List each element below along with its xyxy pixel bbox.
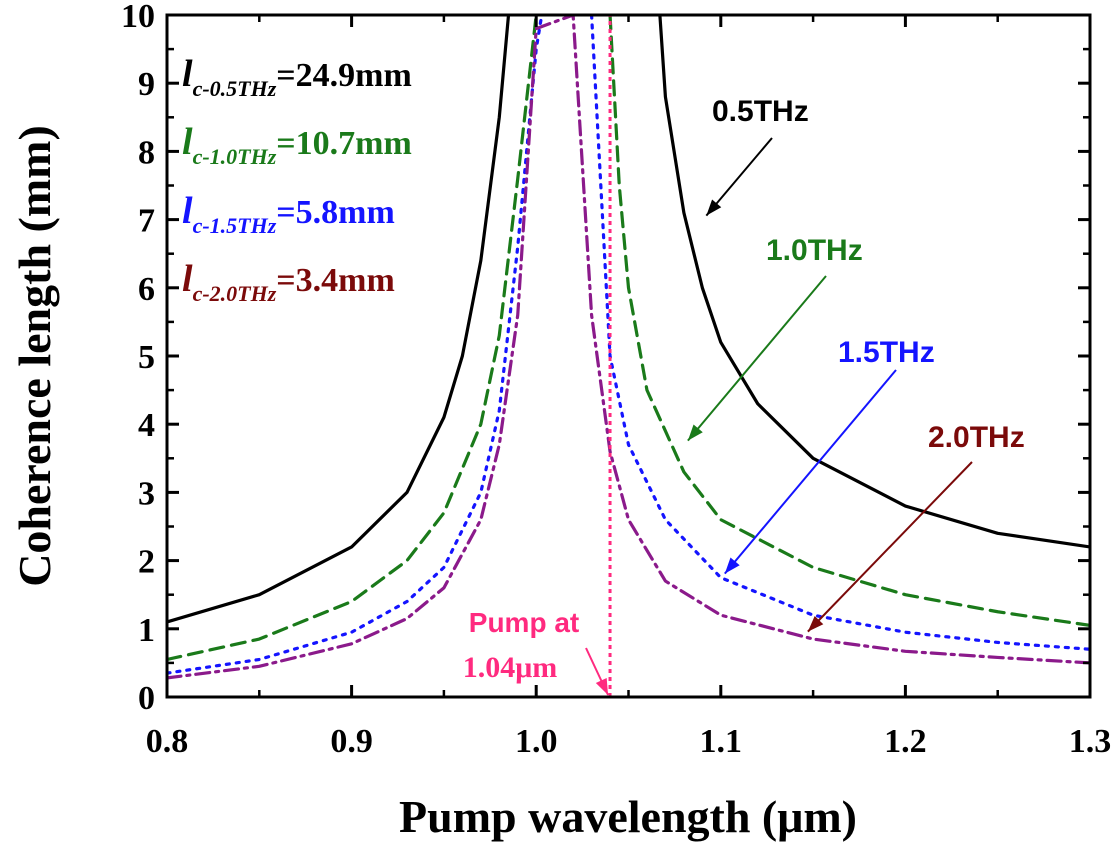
coherence-label-sub: c-0.5THz: [193, 76, 277, 101]
y-axis-label: Coherence length (mm): [9, 125, 60, 587]
coherence-label-base: l: [182, 121, 193, 163]
y-tick-label: 6: [138, 271, 155, 308]
coherence-label-value: =24.9mm: [276, 57, 412, 94]
pump-annotation-line2: 1.04μm: [463, 651, 558, 684]
annotation-arrow-1p5thz: [724, 369, 897, 575]
series-line-1p0thz: [167, 15, 1090, 662]
series-line-0p5thz: [167, 15, 1090, 624]
annotation-0p5thz: 0.5THz: [712, 95, 809, 128]
plot-frame: [165, 13, 1092, 699]
annotation-arrow-1p0thz: [687, 275, 827, 442]
series-line-2p0thz: [167, 15, 1090, 680]
coherence-label-sub: c-1.0THz: [193, 144, 277, 169]
x-tick-label: 0.8: [146, 723, 189, 760]
x-tick-label: 0.9: [330, 723, 373, 760]
annotation-layer: 0.5THz 1.0THz 1.5THz 2.0THz Pump at 1.04…: [463, 95, 1025, 696]
coherence-label-base: l: [182, 53, 193, 95]
y-tick-label: 4: [138, 407, 155, 444]
coherence-label-1p5: lc-1.5THz=5.8mm: [182, 190, 395, 238]
annotation-arrow-1p0thz-head: [687, 424, 703, 441]
annotation-arrow-0p5thz: [705, 137, 773, 217]
coherence-label-base: l: [182, 258, 193, 300]
coherence-label-1p0: lc-1.0THz=10.7mm: [182, 121, 412, 169]
ticks-layer: 0.8 0.9 1.0 1.1 1.2 1.3 0 1 2 3 4 5 6 7 8 9 10: [121, 0, 1111, 760]
annotation-arrow-0p5thz-head: [706, 199, 722, 216]
pump-annotation-arrow-head: [595, 677, 609, 695]
coherence-label-block: lc-0.5THz=24.9mm lc-1.0THz=10.7mm lc-1.5…: [182, 53, 412, 306]
y-tick-label: 3: [138, 475, 155, 512]
coherence-label-2p0: lc-2.0THz=3.4mm: [182, 258, 395, 306]
x-tick-label: 1.1: [700, 723, 743, 760]
annotation-arrow-2p0thz-head: [807, 615, 824, 632]
annotation-arrow-2p0thz: [807, 461, 973, 633]
series-layer: [167, 15, 1090, 680]
x-tick-label: 1.3: [1069, 723, 1112, 760]
y-tick-label: 8: [138, 134, 155, 171]
pump-annotation-line1: Pump at: [469, 607, 579, 638]
coherence-label-value: =3.4mm: [276, 262, 395, 299]
x-tick-label: 1.2: [884, 723, 927, 760]
series-line-1p5thz: [167, 15, 1090, 675]
y-tick-label: 10: [121, 0, 155, 35]
annotation-arrow-1p5thz-head: [724, 557, 740, 574]
coherence-label-value: =5.8mm: [276, 194, 395, 231]
y-tick-label: 2: [138, 544, 155, 581]
y-tick-label: 9: [138, 66, 155, 103]
y-tick-label: 1: [138, 612, 155, 649]
annotation-1p5thz: 1.5THz: [838, 336, 935, 369]
coherence-label-sub: c-1.5THz: [193, 213, 277, 238]
y-tick-label: 7: [138, 203, 155, 240]
coherence-label-0p5: lc-0.5THz=24.9mm: [182, 53, 412, 101]
y-tick-label: 0: [138, 680, 155, 717]
y-tick-label: 5: [138, 339, 155, 376]
x-axis-label: Pump wavelength (μm): [399, 791, 857, 842]
coherence-label-base: l: [182, 190, 193, 232]
x-tick-label: 1.0: [515, 723, 558, 760]
coherence-label-value: =10.7mm: [276, 125, 412, 162]
annotation-2p0thz: 2.0THz: [928, 421, 1025, 454]
coherence-label-sub: c-2.0THz: [193, 281, 277, 306]
annotation-1p0thz: 1.0THz: [766, 234, 863, 267]
